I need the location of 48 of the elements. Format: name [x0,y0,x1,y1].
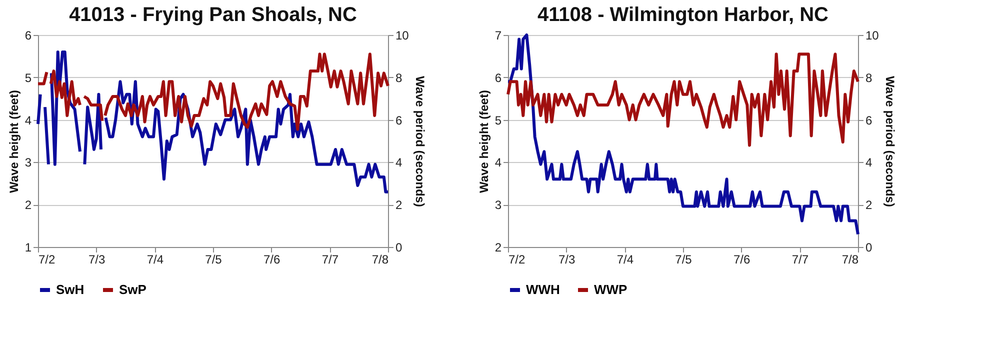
legend-label: WWH [526,282,560,297]
y-tick-label: 5 [494,113,502,128]
x-tick-label: 7/7 [322,252,339,266]
y2-tick-label: 6 [866,113,872,128]
x-tick-label: 7/3 [558,252,576,266]
y2-tick-label: 4 [396,156,402,170]
x-tick-label: 7/5 [675,252,692,266]
y2-axis-title: Wave period (seconds) [412,76,427,207]
x-tick-label: 7/6 [733,252,750,266]
y2-tick-label: 6 [396,113,402,128]
y-tick-label: 2 [24,198,32,212]
x-tick-label: 7/7 [792,252,809,266]
legend-label: SwH [56,282,84,297]
y-tick-label: 4 [24,113,32,128]
y-tick-label: 6 [24,28,32,42]
y2-tick-label: 2 [866,198,872,212]
y-tick-label: 3 [24,156,32,170]
x-tick-label: 7/2 [508,252,526,266]
y-tick-label: 5 [24,70,32,85]
y2-axis-title: Wave period (seconds) [882,76,897,207]
y2-tick-label: 8 [866,70,872,85]
y2-tick-label: 0 [866,240,872,254]
y-tick-label: 7 [494,28,502,42]
y-tick-label: 4 [494,156,502,170]
y-tick-label: 6 [494,70,502,85]
chart-title: 41108 - Wilmington Harbor, NC [538,4,828,26]
y-axis-title: Wave height (feet) [476,90,491,193]
y2-tick-label: 2 [396,198,402,212]
legend-label: SwP [119,282,147,297]
y-tick-label: 2 [494,240,502,254]
x-tick-label: 7/3 [88,252,106,266]
y-axis-title: Wave height (feet) [6,90,21,193]
y2-tick-label: 10 [866,28,880,42]
y-tick-label: 1 [24,240,32,254]
x-tick-label: 7/4 [146,252,164,266]
y2-tick-label: 0 [396,240,402,254]
x-tick-label: 7/2 [38,252,56,266]
x-tick-label: 7/5 [205,252,222,266]
y2-tick-label: 10 [396,28,410,42]
chart-title: 41013 - Frying Pan Shoals, NC [69,4,357,26]
legend-label: WWP [594,282,628,297]
y2-tick-label: 8 [396,70,402,85]
y-tick-label: 3 [494,198,502,212]
x-tick-label: 7/8 [372,252,389,266]
x-tick-label: 7/8 [842,252,859,266]
y2-tick-label: 4 [866,156,872,170]
x-tick-label: 7/4 [616,252,634,266]
x-tick-label: 7/6 [263,252,280,266]
